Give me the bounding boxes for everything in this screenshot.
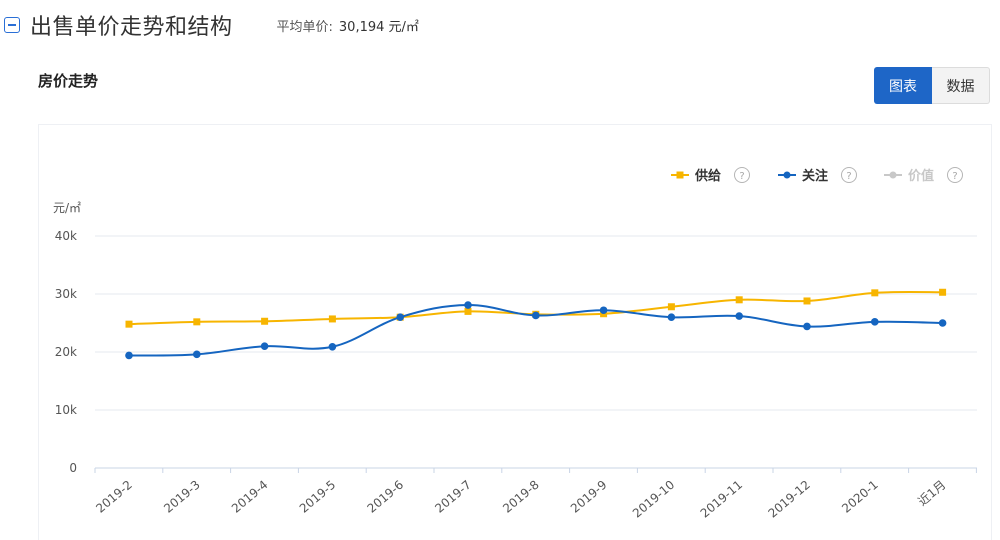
collapse-icon[interactable] (4, 17, 20, 33)
y-axis-label: 元/㎡ (53, 201, 81, 215)
y-tick-label: 20k (55, 345, 77, 359)
attention-point[interactable] (532, 311, 540, 320)
legend-square-icon (676, 171, 684, 179)
supply-point[interactable] (803, 297, 811, 305)
attention-point[interactable] (667, 313, 676, 321)
help-icon (734, 167, 750, 183)
help-icon-glyph: ? (739, 171, 744, 182)
help-icon-glyph: ? (952, 171, 957, 182)
header: 出售单价走势和结构 平均单价: 30,194 元/㎡ (0, 8, 419, 42)
attention-point[interactable] (193, 350, 201, 359)
attention-point[interactable] (464, 301, 472, 309)
help-icon (841, 167, 857, 183)
chart-container: 0 10k 20k 30k 40k 元/㎡ 2019-2 2019-3 2019-4 2019-5… (38, 124, 992, 540)
chart-view-button[interactable]: 图表 (874, 67, 932, 104)
attention-point[interactable] (260, 342, 269, 350)
section-title: 房价走势 (38, 72, 99, 90)
attention-point[interactable] (125, 351, 133, 360)
x-tick-label: 2019-12 (766, 478, 813, 521)
x-tick-label: 2019-5 (297, 478, 339, 516)
supply-point[interactable] (464, 307, 472, 315)
attention-point[interactable] (803, 322, 811, 331)
x-tick-label: 2019-3 (161, 478, 203, 516)
supply-point[interactable] (871, 289, 879, 297)
supply-point[interactable] (261, 317, 269, 325)
legend-attention[interactable]: 关注? (778, 167, 857, 185)
x-tick-label: 2019-2 (93, 478, 135, 516)
supply-point[interactable] (735, 296, 743, 304)
attention-point[interactable] (396, 313, 405, 321)
supply-point[interactable] (667, 303, 675, 311)
x-tick-label: 2019-4 (229, 478, 271, 516)
data-view-button[interactable]: 数据 (932, 67, 990, 104)
y-tick-label: 10k (55, 403, 77, 417)
y-tick-label: 30k (55, 287, 77, 301)
legend-value[interactable]: 价值? (884, 167, 963, 185)
page-title: 出售单价走势和结构 (30, 15, 233, 40)
x-tick-label: 2019-7 (432, 478, 474, 516)
attention-point[interactable] (871, 318, 879, 326)
view-toggle: 图表 数据 (874, 67, 990, 104)
supply-point[interactable] (125, 320, 133, 328)
legend-circle-icon (889, 171, 897, 179)
legend-circle-icon (783, 171, 791, 179)
legend-label: 价值 (908, 168, 934, 184)
legend-label: 关注 (802, 168, 828, 184)
average-price-value: 30,194 元/㎡ (338, 19, 419, 35)
help-icon-glyph: ? (846, 171, 851, 182)
x-tick-label: 2019-8 (500, 478, 542, 516)
average-price-label: 平均单价: (276, 19, 333, 35)
attention-point[interactable] (938, 319, 947, 327)
series-line-supply (128, 290, 943, 326)
price-trend-chart: 0 10k 20k 30k 40k 元/㎡ 2019-2 2019-3 2019-4 2019-5… (53, 167, 977, 521)
x-tick-label: 2020-1 (839, 478, 881, 516)
attention-point[interactable] (599, 306, 608, 315)
legend-supply[interactable]: 供给? (671, 167, 750, 185)
x-tick-label: 2019-6 (365, 478, 407, 516)
attention-point[interactable] (328, 342, 337, 351)
x-tick-label: 近1月 (915, 478, 948, 509)
y-tick-label: 0 (69, 461, 77, 475)
legend-label: 供给 (694, 168, 721, 184)
supply-point[interactable] (328, 315, 336, 323)
x-tick-label: 2019-9 (568, 478, 610, 516)
help-icon (947, 167, 963, 183)
x-tick-label: 2019-11 (698, 478, 745, 521)
y-tick-label: 40k (55, 229, 77, 243)
attention-point[interactable] (735, 312, 743, 320)
supply-point[interactable] (193, 318, 201, 326)
supply-point[interactable] (939, 288, 947, 296)
x-tick-label: 2019-10 (630, 478, 677, 521)
